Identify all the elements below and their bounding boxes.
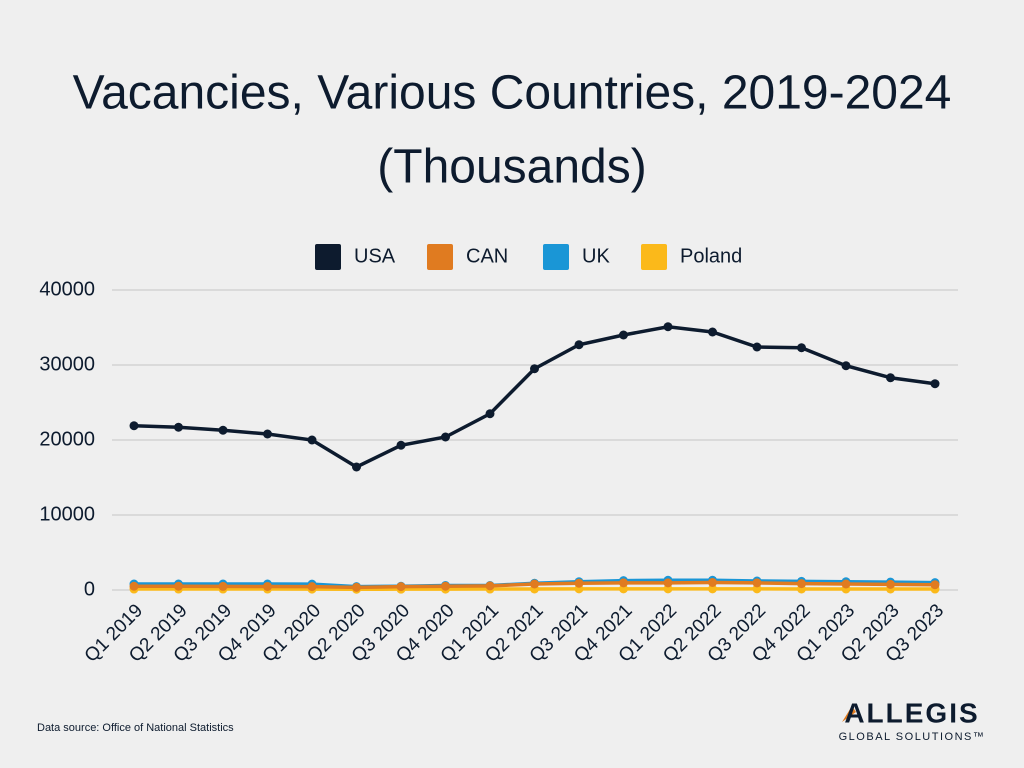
legend-swatch: [315, 244, 341, 270]
data-point: [752, 342, 762, 352]
data-point: [797, 343, 806, 353]
data-point: [530, 364, 539, 374]
legend-label: UK: [582, 245, 610, 267]
data-point: [930, 379, 940, 389]
series-line: [133, 324, 936, 469]
data-point: [619, 578, 628, 588]
logo-subtitle: GLOBAL SOLUTIONS™: [839, 731, 986, 743]
data-point: [663, 578, 673, 588]
data-point: [129, 581, 139, 591]
data-point: [663, 322, 673, 332]
data-point: [530, 579, 539, 589]
data-point: [886, 373, 895, 383]
data-point: [307, 582, 317, 592]
data-point: [263, 429, 272, 439]
legend-label: USA: [354, 245, 396, 267]
data-point: [708, 578, 717, 587]
data-point: [441, 581, 450, 591]
source-note: Data source: Office of National Statisti…: [37, 722, 234, 734]
chart-title: (Thousands): [377, 141, 646, 194]
y-tick-label: 10000: [39, 503, 95, 525]
data-point: [129, 421, 139, 431]
data-point: [396, 582, 406, 592]
logo-mark: [842, 706, 856, 722]
data-point: [396, 440, 406, 450]
data-point: [174, 422, 183, 432]
data-point: [263, 581, 272, 591]
data-point: [441, 432, 450, 442]
y-tick-label: 20000: [39, 428, 95, 450]
data-point: [574, 340, 584, 350]
data-point: [485, 409, 495, 419]
data-point: [174, 581, 183, 591]
chart-title: Vacancies, Various Countries, 2019-2024: [73, 67, 952, 120]
data-point: [797, 579, 806, 589]
legend-swatch: [543, 244, 569, 270]
data-point: [352, 462, 361, 472]
y-tick-label: 0: [84, 578, 95, 600]
data-point: [218, 425, 228, 435]
data-point: [352, 582, 361, 592]
y-tick-label: 30000: [39, 353, 95, 375]
legend-label: Poland: [680, 245, 742, 267]
legend-label: CAN: [466, 245, 508, 267]
data-point: [841, 361, 851, 371]
legend-swatch: [427, 244, 453, 270]
data-point: [841, 579, 851, 589]
data-point: [886, 579, 895, 589]
data-point: [485, 581, 495, 591]
y-tick-label: 40000: [39, 278, 95, 300]
data-point: [619, 330, 628, 340]
data-point: [708, 584, 717, 594]
data-point: [930, 580, 940, 590]
logo: ALLEGIS: [844, 697, 979, 728]
data-point: [752, 578, 762, 588]
data-point: [574, 578, 584, 588]
data-point: [708, 327, 717, 337]
data-point: [218, 581, 228, 591]
legend-swatch: [641, 244, 667, 270]
data-point: [307, 435, 317, 445]
